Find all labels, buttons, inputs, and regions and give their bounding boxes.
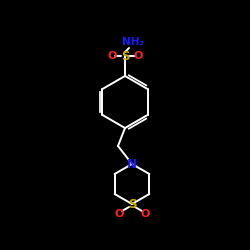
Text: S: S <box>128 198 136 210</box>
Text: S: S <box>121 50 129 62</box>
Text: O: O <box>133 51 143 61</box>
Text: N: N <box>127 158 137 170</box>
Text: O: O <box>114 209 124 219</box>
Text: O: O <box>107 51 117 61</box>
Text: O: O <box>140 209 150 219</box>
Text: NH₂: NH₂ <box>122 37 144 47</box>
